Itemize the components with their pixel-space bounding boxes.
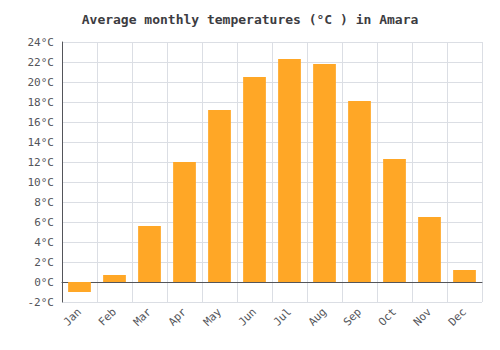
- svg-text:22°C: 22°C: [28, 56, 55, 69]
- svg-text:May: May: [201, 305, 224, 328]
- svg-text:Sep: Sep: [341, 305, 364, 328]
- svg-text:2°C: 2°C: [34, 256, 54, 269]
- svg-text:12°C: 12°C: [28, 156, 55, 169]
- svg-text:20°C: 20°C: [28, 76, 55, 89]
- svg-text:6°C: 6°C: [34, 216, 54, 229]
- svg-text:Mar: Mar: [131, 305, 154, 328]
- svg-text:18°C: 18°C: [28, 96, 55, 109]
- svg-text:Jan: Jan: [61, 305, 84, 328]
- svg-text:-2°C: -2°C: [28, 296, 55, 309]
- svg-text:4°C: 4°C: [34, 236, 54, 249]
- svg-text:Jun: Jun: [236, 305, 259, 328]
- svg-text:Oct: Oct: [376, 305, 399, 328]
- svg-text:16°C: 16°C: [28, 116, 55, 129]
- svg-text:24°C: 24°C: [28, 36, 55, 49]
- svg-text:Apr: Apr: [166, 305, 189, 328]
- svg-text:14°C: 14°C: [28, 136, 55, 149]
- svg-text:Jul: Jul: [271, 305, 294, 328]
- svg-text:Average monthly temperatures (: Average monthly temperatures (°C ) in Am…: [82, 12, 419, 27]
- svg-text:10°C: 10°C: [28, 176, 55, 189]
- svg-text:Feb: Feb: [96, 305, 119, 328]
- svg-text:8°C: 8°C: [34, 196, 54, 209]
- svg-text:Dec: Dec: [446, 305, 469, 328]
- svg-text:Nov: Nov: [411, 305, 434, 328]
- svg-text:0°C: 0°C: [34, 276, 54, 289]
- svg-text:Aug: Aug: [306, 305, 329, 328]
